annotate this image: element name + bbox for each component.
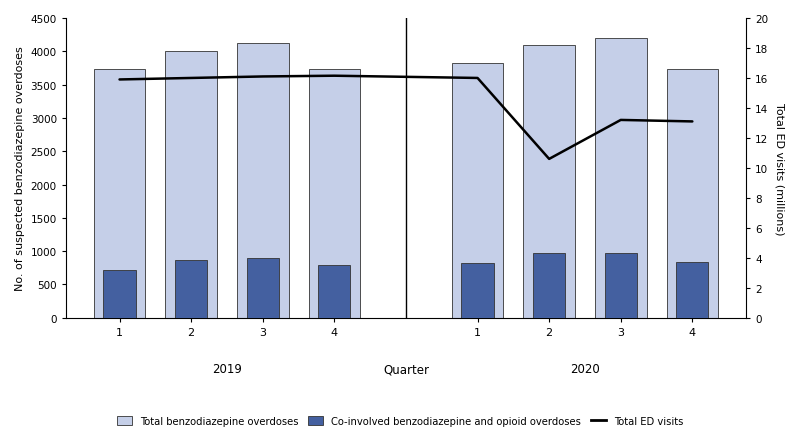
- Bar: [452, 64, 503, 318]
- Bar: [309, 70, 360, 318]
- Bar: [533, 253, 566, 318]
- Bar: [523, 46, 575, 318]
- Bar: [175, 261, 207, 318]
- Bar: [246, 258, 279, 318]
- Bar: [666, 70, 718, 318]
- Bar: [94, 70, 146, 318]
- Y-axis label: Total ED visits (millions): Total ED visits (millions): [775, 102, 785, 235]
- Y-axis label: No. of suspected benzodiazepine overdoses: No. of suspected benzodiazepine overdose…: [15, 46, 25, 291]
- Bar: [595, 39, 646, 318]
- Legend: Total benzodiazepine overdoses, Co-involved benzodiazepine and opioid overdoses,: Total benzodiazepine overdoses, Co-invol…: [114, 413, 686, 429]
- Text: 2020: 2020: [570, 362, 600, 375]
- Bar: [103, 270, 136, 318]
- Bar: [462, 263, 494, 318]
- Text: 2019: 2019: [212, 362, 242, 375]
- Bar: [237, 43, 289, 318]
- Bar: [166, 52, 217, 318]
- Bar: [676, 262, 709, 318]
- Bar: [318, 266, 350, 318]
- X-axis label: Quarter: Quarter: [383, 363, 429, 376]
- Bar: [605, 253, 637, 318]
